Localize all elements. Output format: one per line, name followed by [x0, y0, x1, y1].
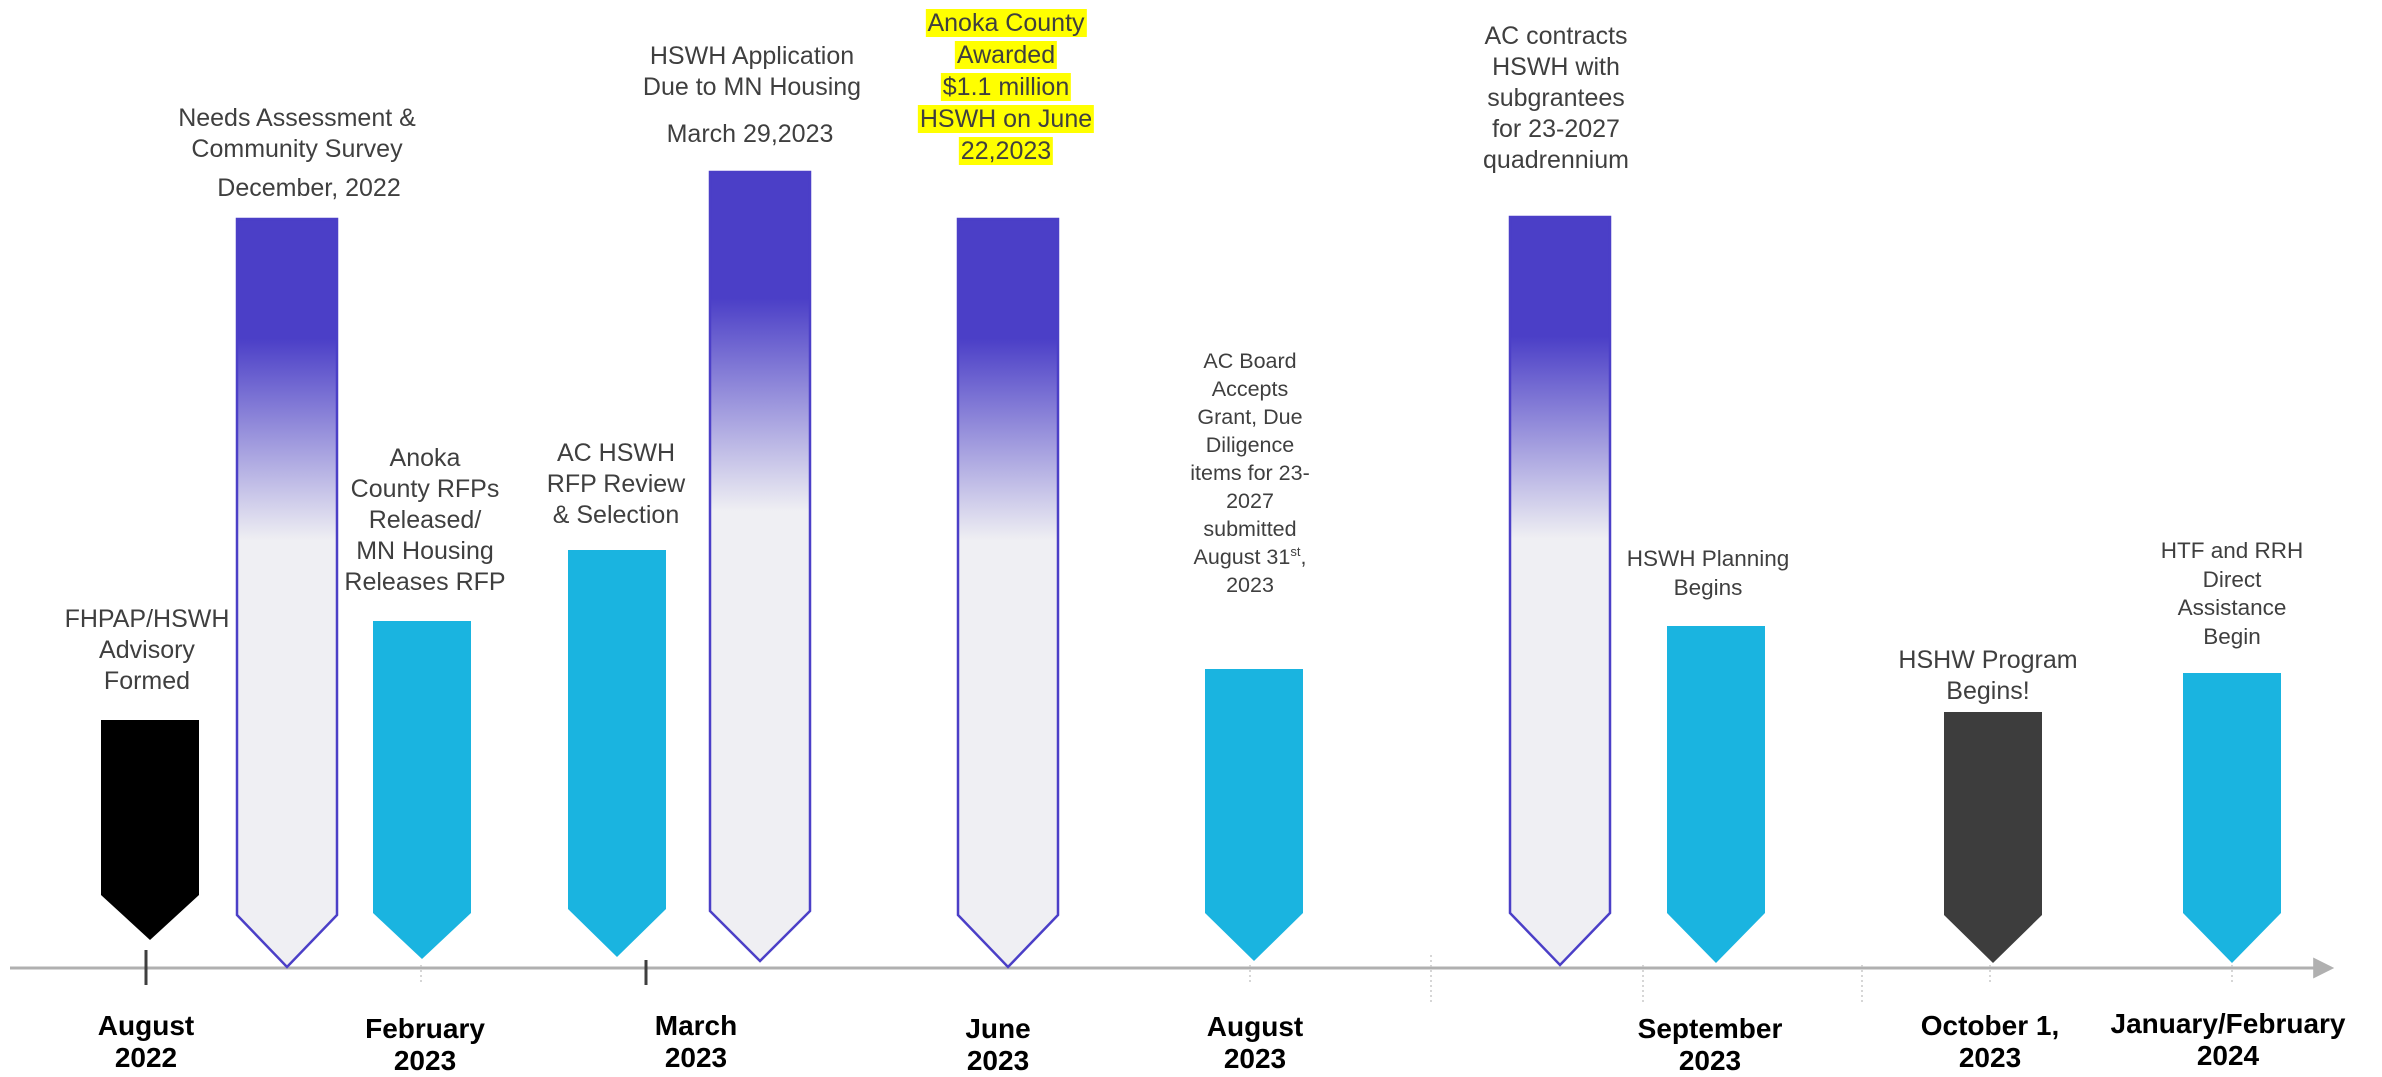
milestone-needs-arrow — [235, 217, 339, 969]
milestone-review-label: AC HSWH RFP Review & Selection — [546, 439, 686, 529]
milestone-application-date: March 29,2023 — [666, 120, 834, 148]
board-line: AC Board — [1203, 349, 1297, 373]
highlighted-text: Anoka County Awarded $1.1 million HSWH o… — [917, 9, 1095, 165]
board-superscript: st — [1290, 543, 1301, 559]
date-sep-2023: September 2023 — [1637, 1013, 1783, 1076]
milestone-application-arrow — [708, 170, 812, 963]
milestone-awarded-arrow — [956, 217, 1060, 969]
milestone-application-label: HSWH Application Due to MN Housing — [642, 42, 862, 101]
milestone-rfps-label: Anoka County RFPs Released/ MN Housing R… — [344, 444, 506, 596]
milestone-awarded-label: Anoka County Awarded $1.1 million HSWH o… — [917, 7, 1095, 167]
board-line: Accepts — [1211, 377, 1289, 401]
date-feb-2023: February 2023 — [365, 1013, 485, 1076]
milestone-planning-label: HSWH Planning Begins — [1626, 546, 1790, 600]
milestone-needs-date: December, 2022 — [217, 174, 401, 202]
board-line: items for 23- — [1190, 461, 1310, 485]
milestone-board-label: AC Board Accepts Grant, Due Diligence items … — [1190, 347, 1309, 599]
milestone-planning-arrow — [1667, 626, 1765, 963]
date-aug-2023: August 2023 — [1206, 1011, 1304, 1074]
date-mar-2023: March 2023 — [654, 1010, 738, 1073]
milestone-fhpap-arrow — [101, 720, 199, 940]
milestone-program-arrow — [1944, 712, 2042, 963]
board-line: 2027 — [1226, 489, 1274, 513]
milestone-program-label: HSHW Program Begins! — [1898, 646, 2078, 705]
board-line: 2023 — [1226, 573, 1274, 597]
board-line: Diligence — [1205, 433, 1295, 457]
board-line: Grant, Due — [1197, 405, 1303, 429]
milestone-contracts-arrow — [1508, 215, 1612, 967]
milestone-rfps-arrow — [373, 621, 471, 959]
board-comma: , — [1300, 545, 1307, 569]
date-janfeb-2024: January/February 2024 — [2110, 1008, 2346, 1071]
milestone-board-arrow — [1205, 669, 1303, 961]
date-oct-2023: October 1, 2023 — [1920, 1010, 2060, 1073]
milestone-htf-arrow — [2183, 673, 2281, 963]
board-line: submitted — [1203, 517, 1297, 541]
milestone-needs-label: Needs Assessment & Community Survey — [178, 104, 416, 163]
board-line: August 31 — [1193, 545, 1291, 569]
milestone-review-arrow — [568, 550, 666, 957]
date-jun-2023: June 2023 — [965, 1013, 1031, 1076]
milestone-contracts-label: AC contracts HSWH with subgrantees for 2… — [1483, 22, 1629, 174]
date-aug-2022: August 2022 — [97, 1010, 195, 1073]
milestone-fhpap-label: FHPAP/HSWH Advisory Formed — [64, 605, 230, 695]
milestone-htf-label: HTF and RRH Direct Assistance Begin — [2160, 538, 2304, 649]
